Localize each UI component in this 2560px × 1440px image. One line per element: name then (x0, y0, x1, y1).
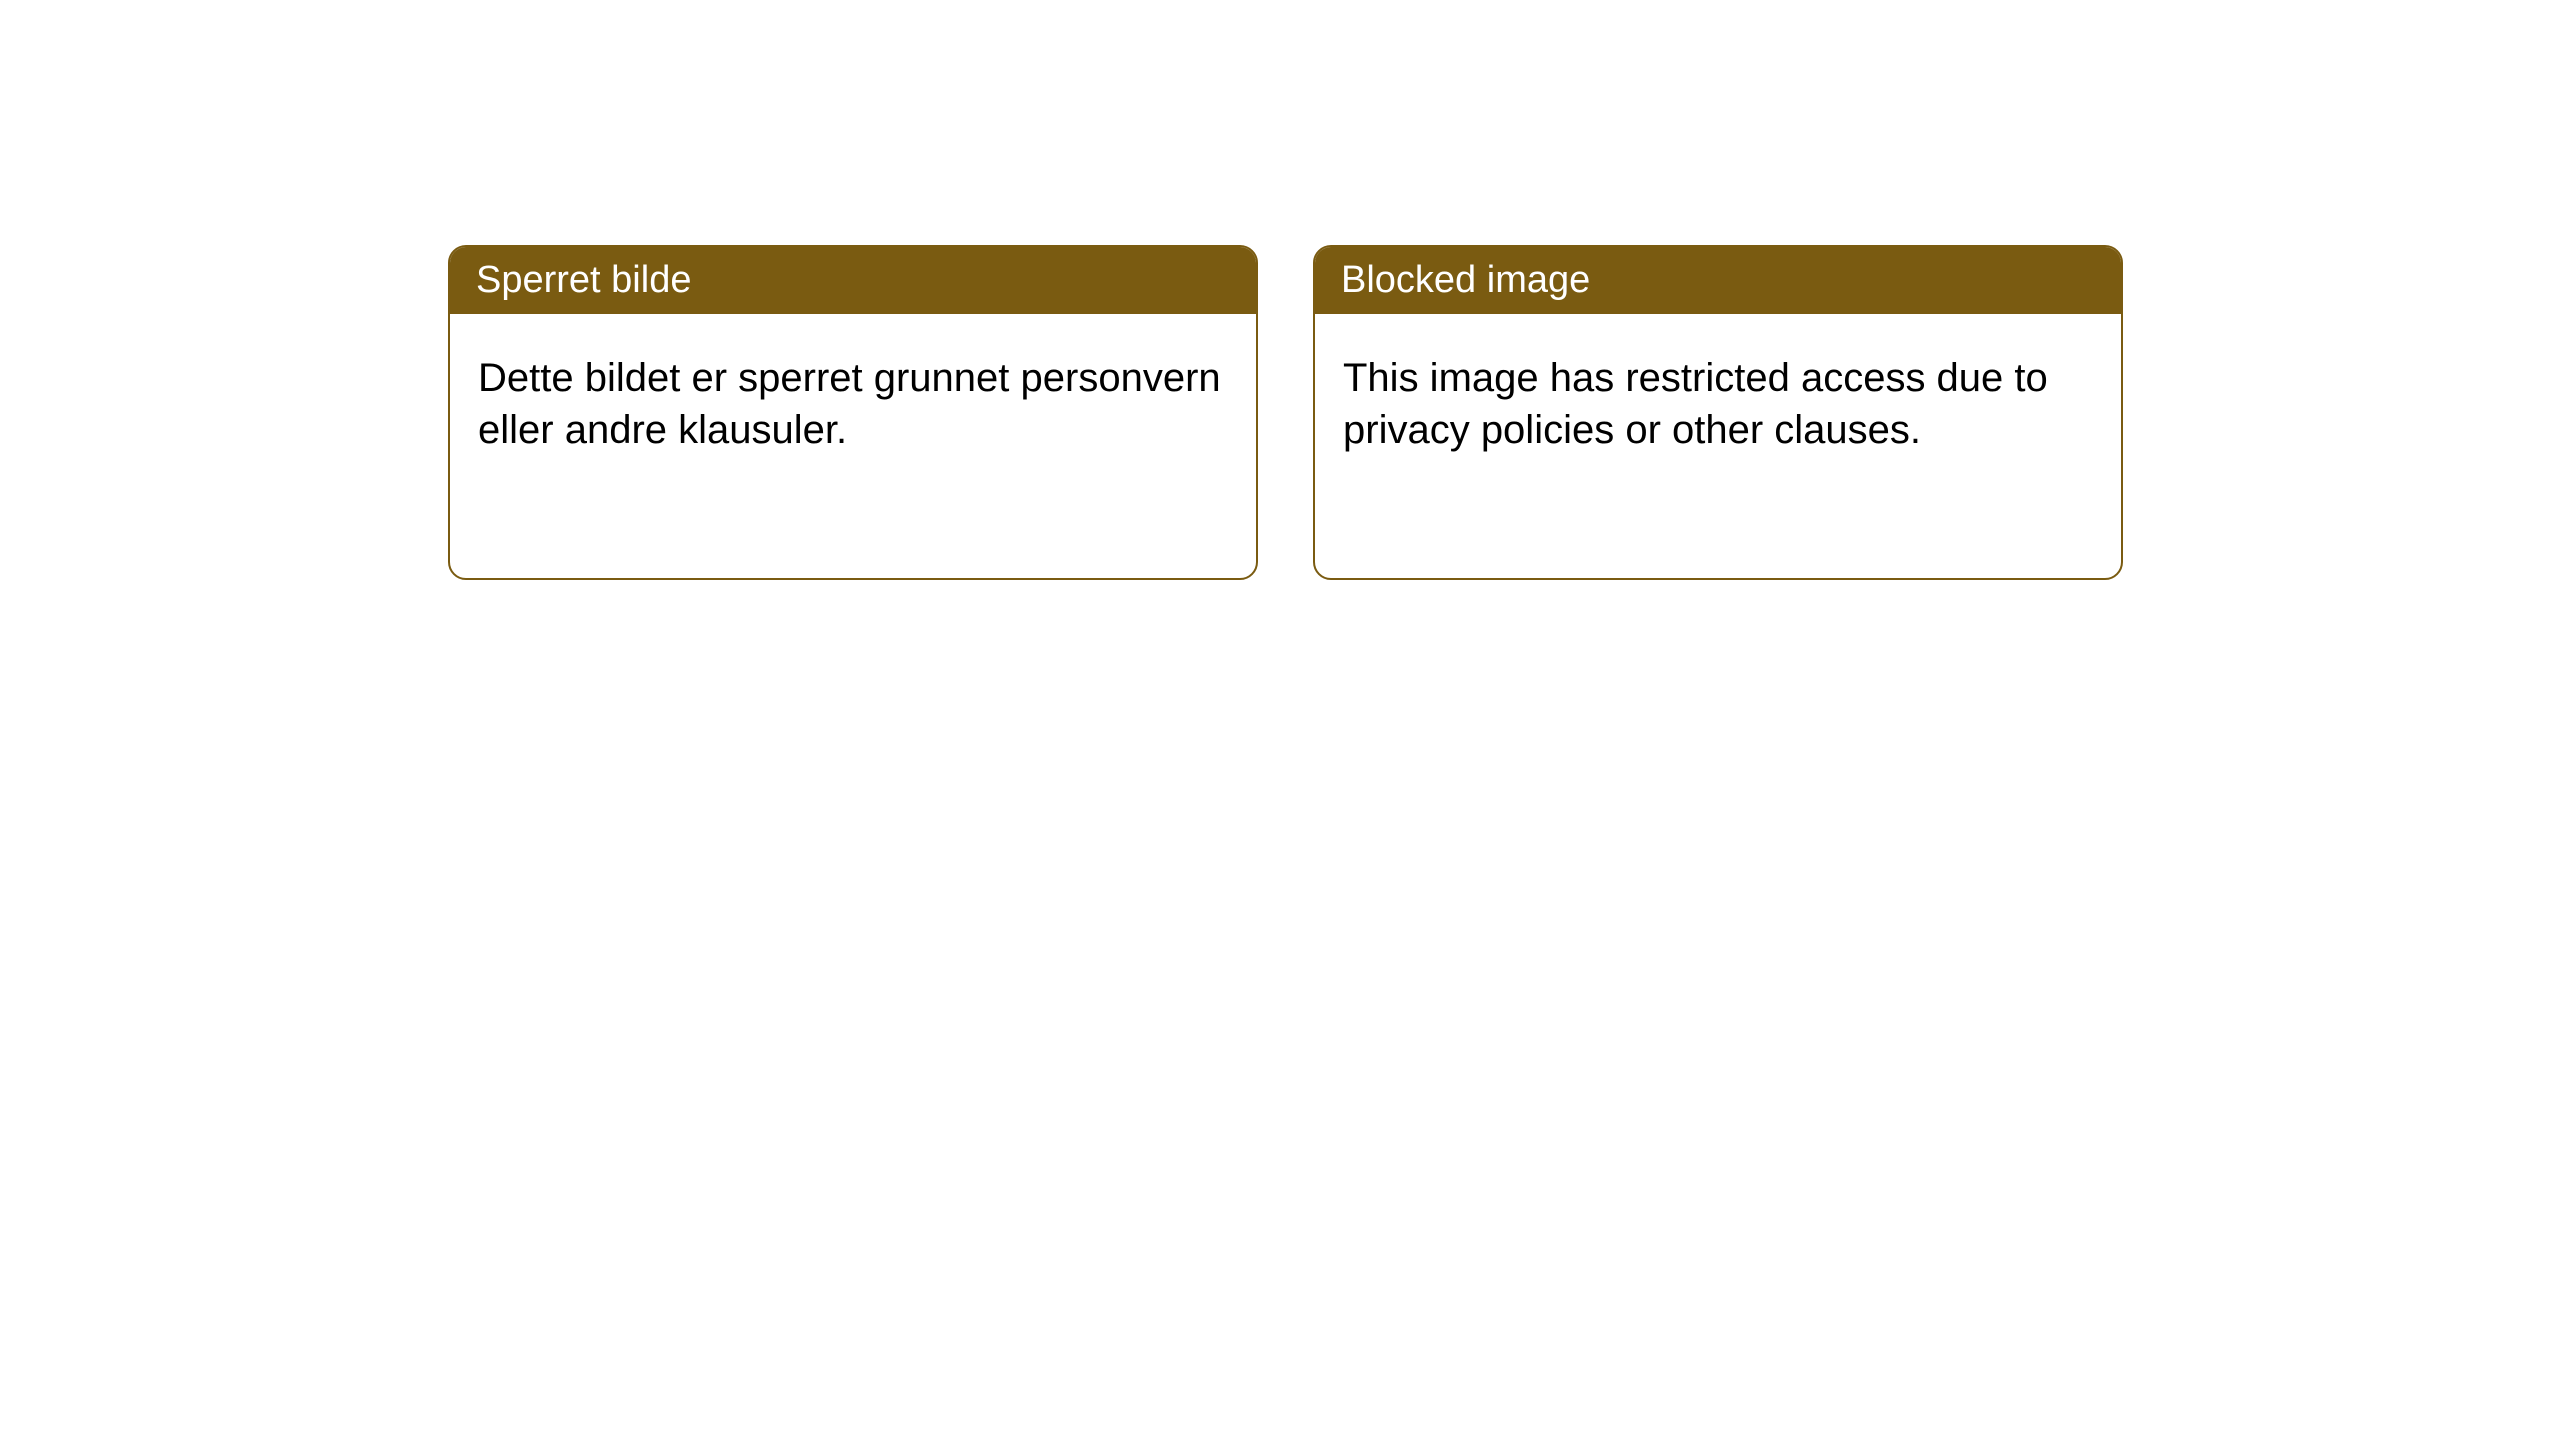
card-header-english: Blocked image (1315, 247, 2121, 314)
notice-container: Sperret bilde Dette bildet er sperret gr… (0, 0, 2560, 580)
card-body-norwegian: Dette bildet er sperret grunnet personve… (450, 314, 1256, 494)
notice-card-norwegian: Sperret bilde Dette bildet er sperret gr… (448, 245, 1258, 580)
card-body-english: This image has restricted access due to … (1315, 314, 2121, 494)
notice-card-english: Blocked image This image has restricted … (1313, 245, 2123, 580)
card-header-norwegian: Sperret bilde (450, 247, 1256, 314)
